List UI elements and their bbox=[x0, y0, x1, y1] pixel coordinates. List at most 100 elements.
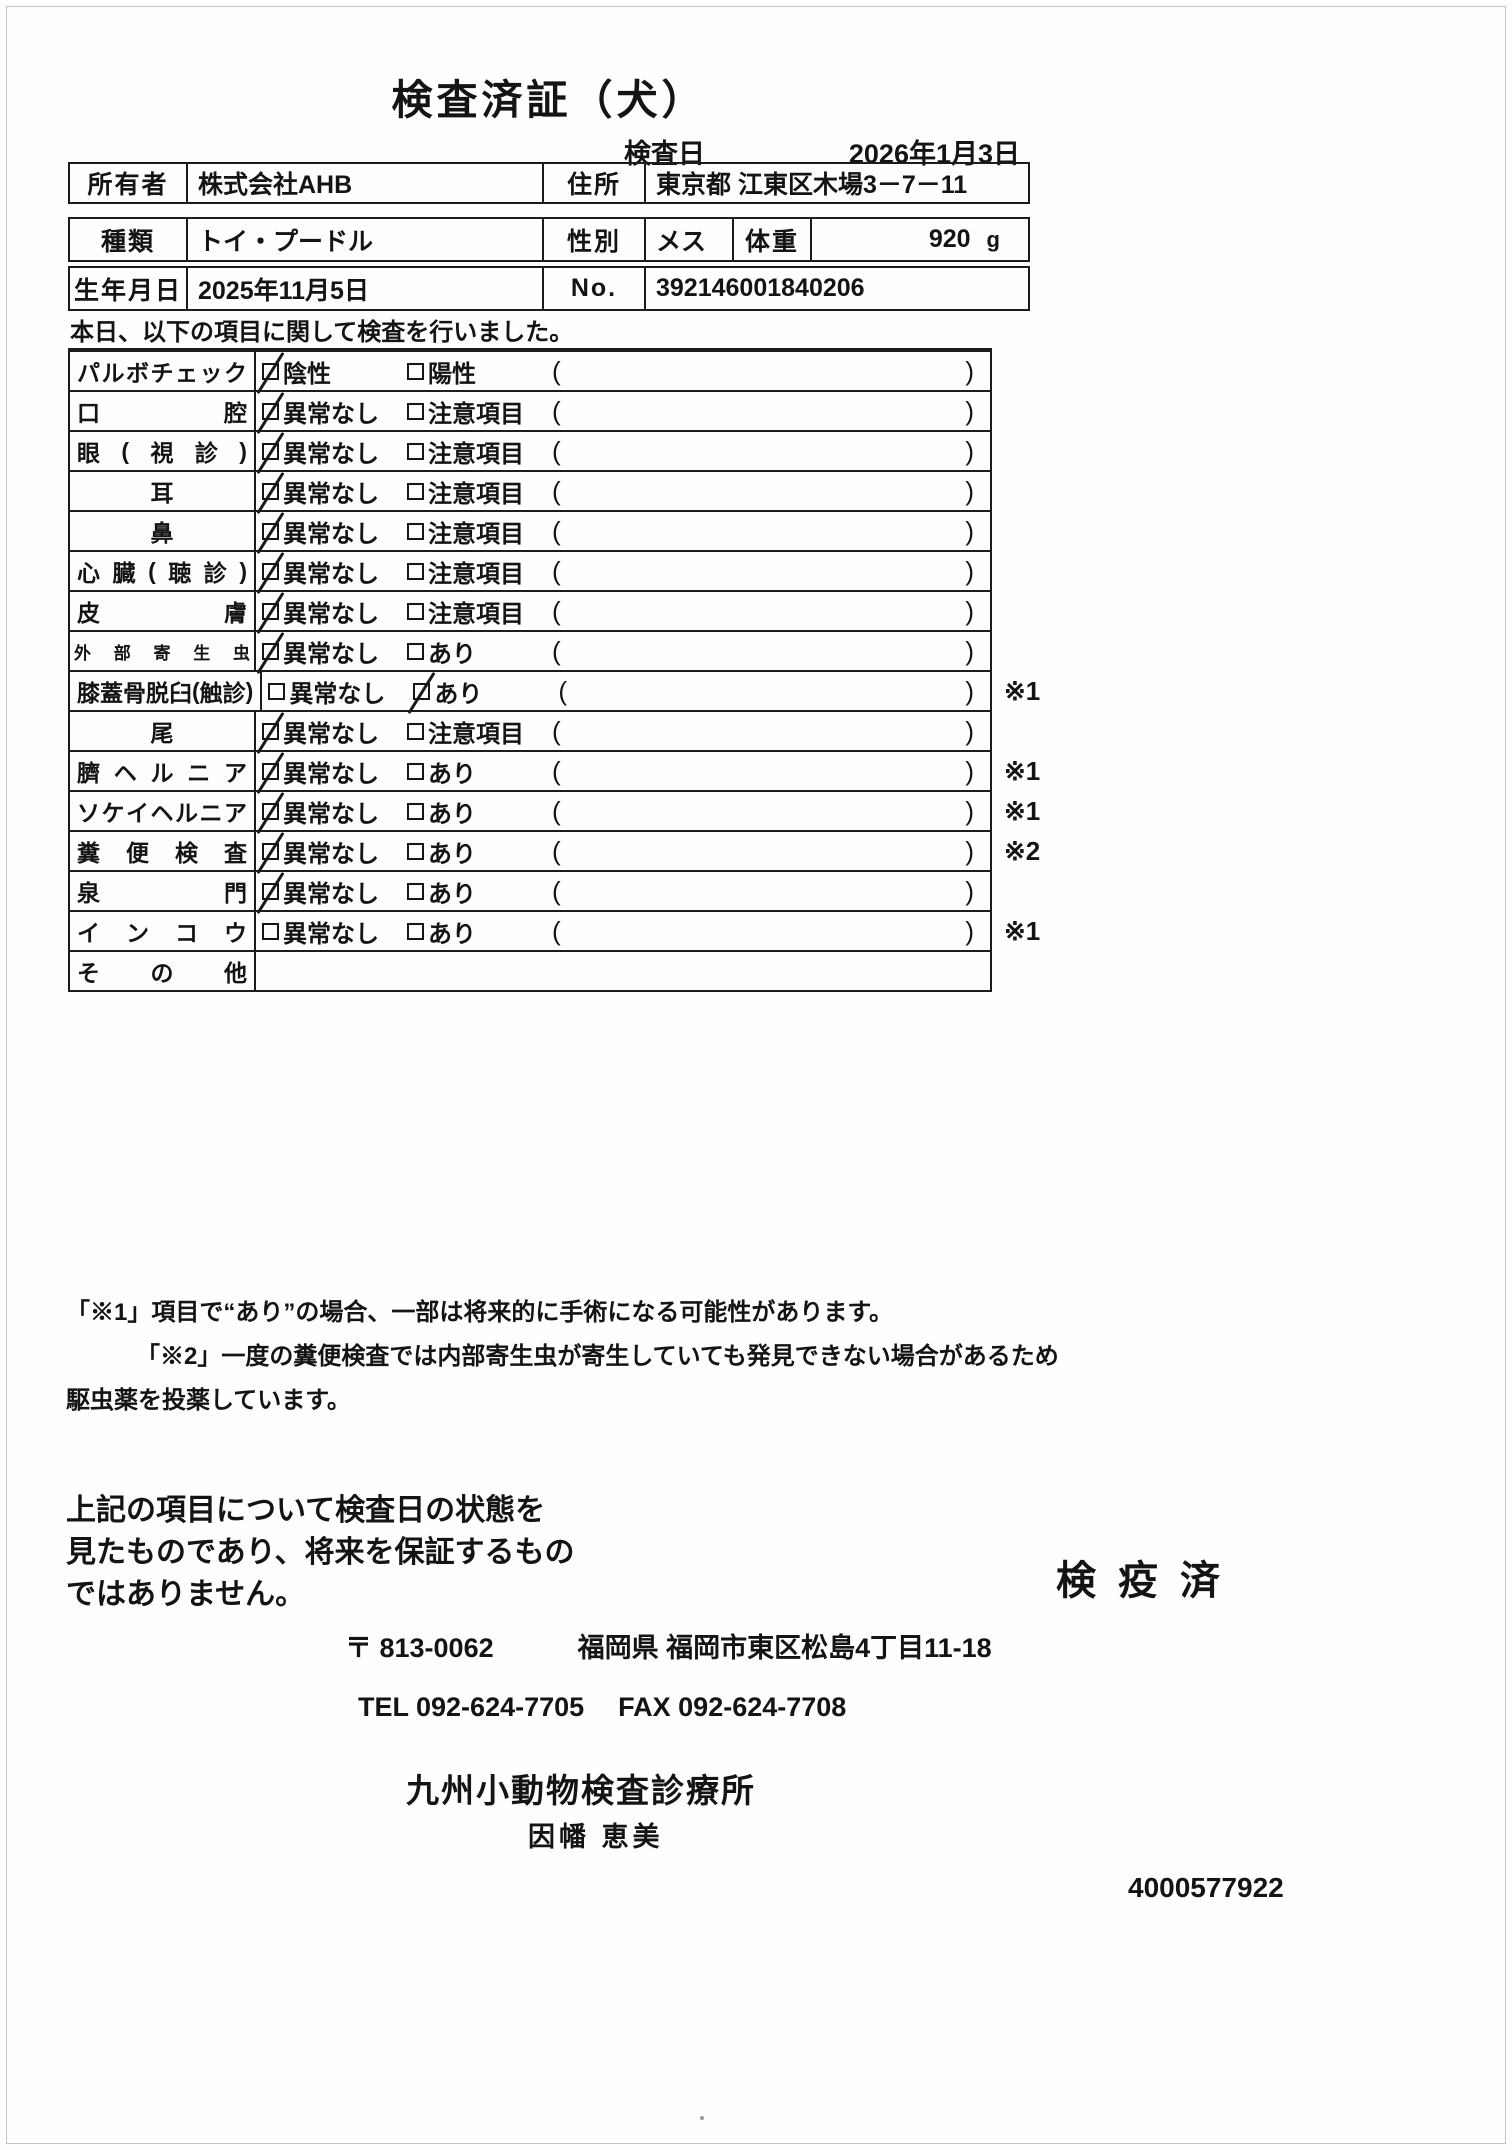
inspection-item-label: 皮膚 bbox=[70, 592, 256, 630]
check-mark-icon bbox=[256, 631, 285, 674]
option-1: 異常なし bbox=[256, 551, 407, 594]
remark-paren-close: ) bbox=[965, 435, 974, 466]
document-title: 検査済証（犬） bbox=[391, 77, 707, 123]
clinic-phone-line: TEL 092-624-7705 FAX 092-624-7708 bbox=[358, 1692, 846, 1723]
checkbox-icon bbox=[256, 791, 285, 834]
checkbox-icon bbox=[256, 711, 285, 754]
option-1-label: 異常なし bbox=[283, 480, 379, 508]
checkbox-icon bbox=[256, 551, 285, 594]
checkbox-icon bbox=[407, 802, 424, 820]
checkbox-icon bbox=[407, 882, 424, 900]
inspection-item-label: 口腔 bbox=[70, 392, 256, 430]
inspection-item-label: 耳 bbox=[70, 472, 256, 510]
inspection-row: 糞便検査 異常なし あり ( bbox=[70, 830, 1040, 874]
option-2: あり bbox=[407, 794, 552, 829]
remark-paren-close: ) bbox=[965, 755, 974, 786]
remark-paren-open: ( bbox=[552, 915, 561, 946]
sex-label: 性別 bbox=[542, 219, 644, 260]
inspection-options: 異常なし あり ( ) bbox=[262, 671, 990, 714]
remark-paren-close: ) bbox=[965, 795, 974, 826]
option-1-label: 異常なし bbox=[283, 560, 379, 588]
inspection-options: 異常なし あり ( ) bbox=[256, 871, 990, 914]
checkbox-icon bbox=[407, 762, 424, 780]
disclaimer-line: 上記の項目について検査日の状態を bbox=[66, 1494, 546, 1527]
inspection-row: 外部寄生虫 異常なし あり ( bbox=[70, 630, 990, 674]
weight-value: 920 bbox=[928, 225, 971, 253]
inspection-options: 異常なし 注意項目 ( ) bbox=[256, 551, 990, 594]
option-1-label: 異常なし bbox=[283, 880, 379, 908]
remark-paren-close: ) bbox=[965, 675, 974, 706]
option-1-label: 陰性 bbox=[283, 360, 331, 388]
birthdate-label: 生年月日 bbox=[73, 276, 182, 305]
option-2: 注意項目 bbox=[407, 474, 552, 509]
checkbox-icon bbox=[256, 631, 285, 674]
remark-paren-close: ) bbox=[965, 915, 974, 946]
option-2: 注意項目 bbox=[407, 434, 552, 469]
checkbox-icon bbox=[268, 682, 286, 700]
note-marker: ※1 bbox=[1004, 916, 1041, 946]
option-2: あり bbox=[407, 634, 552, 669]
option-1-label: 異常なし bbox=[283, 800, 379, 828]
remark-paren-close: ) bbox=[965, 475, 974, 506]
checkbox-icon bbox=[256, 831, 285, 874]
checkbox-icon bbox=[256, 471, 285, 514]
remark-paren-open: ( bbox=[552, 355, 561, 386]
footnote-line: 「※2」一度の糞便検査では内部寄生虫が寄生していても発見できない場合があるため bbox=[136, 1343, 1059, 1370]
inspection-row: 眼(視診) 異常なし 注意項目 ( bbox=[70, 430, 990, 474]
check-mark-icon bbox=[256, 351, 285, 394]
option-2-label: 注意項目 bbox=[428, 560, 524, 588]
remark-paren-open: ( bbox=[558, 675, 568, 706]
birth-number-table: 生年月日 2025年11月5日 No. 392146001840206 bbox=[68, 266, 1030, 311]
option-2-label: あり bbox=[428, 640, 476, 668]
remark-paren-close: ) bbox=[965, 835, 974, 866]
veterinarian-name: 因幡 恵美 bbox=[528, 1822, 664, 1852]
clinic-name: 九州小動物検査診療所 bbox=[406, 1772, 756, 1809]
checkbox-icon bbox=[407, 362, 424, 380]
owner-label: 所有者 bbox=[87, 171, 169, 199]
option-1-label: 異常なし bbox=[283, 840, 379, 868]
inspection-options: 異常なし あり ( ) bbox=[256, 831, 990, 874]
remark-paren-open: ( bbox=[552, 395, 561, 426]
inspection-item-label: 眼(視診) bbox=[70, 432, 256, 470]
inspection-item-label: 膝蓋骨脱臼(触診) bbox=[70, 672, 263, 710]
option-1: 異常なし bbox=[256, 431, 407, 474]
option-2: 注意項目 bbox=[407, 394, 552, 429]
checkbox-icon bbox=[407, 842, 424, 860]
option-2-label: あり bbox=[428, 840, 476, 868]
option-2: あり bbox=[407, 754, 552, 789]
option-1-label: 異常なし bbox=[283, 600, 379, 628]
disclaimer-line: ではありません。 bbox=[66, 1578, 306, 1611]
option-1: 異常なし bbox=[256, 751, 407, 794]
inspection-date-line: 検査日 2026年1月3日 bbox=[68, 132, 1020, 169]
inspection-options: 異常なし 注意項目 ( ) bbox=[256, 471, 990, 514]
option-1-label: 異常なし bbox=[283, 400, 379, 428]
clinic-address: 福岡県 福岡市東区松島4丁目11-18 bbox=[577, 1633, 992, 1663]
checkbox-icon bbox=[256, 391, 285, 434]
address-label: 住所 bbox=[542, 164, 644, 202]
number-label: No. bbox=[542, 268, 644, 309]
inspection-options: 異常なし 注意項目 ( ) bbox=[256, 391, 990, 434]
check-mark-icon bbox=[256, 791, 285, 834]
inspection-options: 異常なし 注意項目 ( ) bbox=[256, 511, 990, 554]
clinic-address-line: 〒 813-0062 福岡県 福岡市東区松島4丁目11-18 bbox=[345, 1626, 992, 1665]
check-mark-icon bbox=[256, 431, 285, 474]
disclaimer-line: 見たものであり、将来を保証するもの bbox=[66, 1536, 575, 1569]
remark-paren-close: ) bbox=[965, 355, 974, 386]
inspection-options: ( ) bbox=[256, 952, 990, 990]
owner-value: 株式会社AHB bbox=[186, 164, 542, 202]
checkbox-icon bbox=[262, 922, 279, 940]
remark-paren-close: ) bbox=[965, 715, 974, 746]
inspection-item-label: 泉門 bbox=[70, 872, 256, 910]
footnote-line: 駆虫薬を投薬しています。 bbox=[66, 1387, 351, 1414]
checkbox-icon bbox=[407, 482, 424, 500]
option-2-label: 注意項目 bbox=[428, 480, 524, 508]
option-2: あり bbox=[407, 671, 558, 714]
option-1: 異常なし bbox=[256, 831, 407, 874]
check-mark-icon bbox=[256, 591, 285, 634]
option-1-label: 異常なし bbox=[283, 920, 379, 948]
remark-paren-open: ( bbox=[552, 835, 561, 866]
weight-unit: g bbox=[986, 226, 1000, 252]
inspection-date-value: 2026年1月3日 bbox=[848, 139, 1020, 169]
note-marker: ※1 bbox=[1004, 796, 1041, 826]
option-1-label: 異常なし bbox=[283, 760, 379, 788]
